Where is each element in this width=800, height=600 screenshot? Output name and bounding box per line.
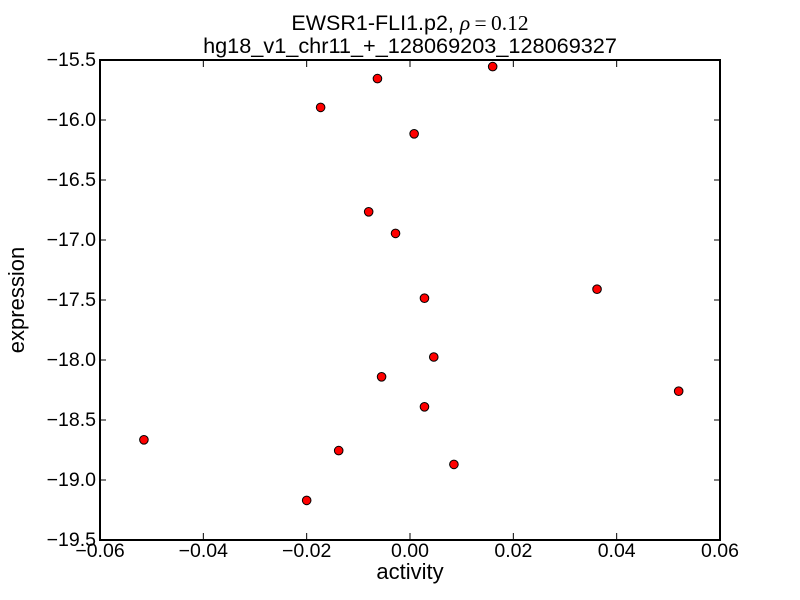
svg-text:−0.04: −0.04 [179,540,228,562]
svg-text:−19.0: −19.0 [47,469,96,491]
svg-text:−16.0: −16.0 [47,109,96,131]
svg-text:−0.02: −0.02 [282,540,331,562]
svg-text:0.02: 0.02 [494,540,532,562]
svg-text:−19.5: −19.5 [47,529,96,551]
svg-text:−17.0: −17.0 [47,229,96,251]
svg-text:expression: expression [4,247,29,353]
svg-text:−18.0: −18.0 [47,349,96,371]
svg-text:EWSR1-FLI1.p2, ρ = 0.12: EWSR1-FLI1.p2, ρ = 0.12 [291,11,528,35]
svg-text:−17.5: −17.5 [47,289,96,311]
svg-text:hg18_v1_chr11_+_128069203_1280: hg18_v1_chr11_+_128069203_128069327 [203,33,617,58]
svg-text:0.06: 0.06 [701,540,739,562]
svg-text:activity: activity [376,559,443,584]
svg-text:−15.5: −15.5 [47,49,96,71]
svg-text:−16.5: −16.5 [47,169,96,191]
svg-text:−18.5: −18.5 [47,409,96,431]
svg-text:0.04: 0.04 [598,540,636,562]
